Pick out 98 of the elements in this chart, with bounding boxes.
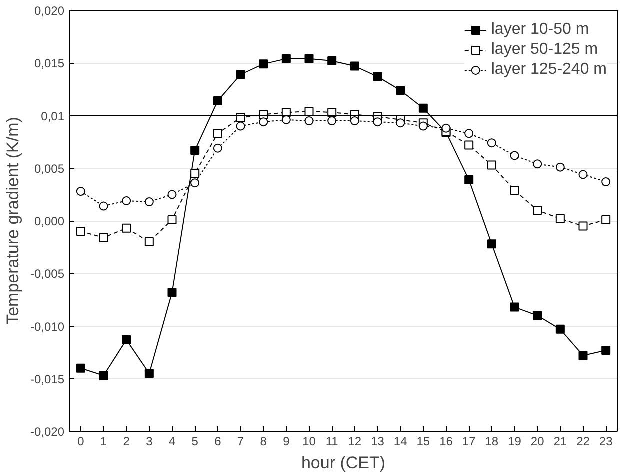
point xyxy=(190,178,200,188)
point xyxy=(556,162,565,172)
point xyxy=(487,160,496,170)
point xyxy=(99,371,108,380)
point xyxy=(144,198,154,207)
x-tick-label: 2 xyxy=(123,434,130,448)
point xyxy=(464,175,474,184)
y-tick-label: 0,005 xyxy=(34,162,65,176)
point xyxy=(510,302,520,312)
point xyxy=(259,118,268,127)
point xyxy=(304,116,314,126)
y-tick-label: 0,015 xyxy=(34,56,65,71)
y-axis-title: Temperature gradient (K/m) xyxy=(3,117,22,325)
point xyxy=(510,186,520,195)
x-tick-label: 11 xyxy=(326,434,339,448)
point xyxy=(464,129,474,138)
point xyxy=(464,140,474,150)
point xyxy=(328,116,337,126)
point xyxy=(213,144,222,153)
y-tick-label: 0,000 xyxy=(34,214,65,228)
legend-label: layer 50-125 m xyxy=(491,41,598,59)
point xyxy=(373,72,382,82)
point xyxy=(236,70,246,80)
point xyxy=(168,288,177,298)
x-tick-label: 15 xyxy=(416,434,430,448)
x-tick-label: 14 xyxy=(394,434,408,448)
point xyxy=(578,222,588,231)
x-tick-label: 6 xyxy=(214,434,222,448)
point xyxy=(76,187,86,196)
x-tick-label: 9 xyxy=(283,434,290,448)
point xyxy=(510,151,520,160)
point xyxy=(213,129,222,138)
legend-label: layer 10-50 m xyxy=(491,21,590,39)
point xyxy=(396,86,406,95)
x-tick-label: 10 xyxy=(302,434,316,448)
point xyxy=(144,238,154,247)
point xyxy=(578,170,588,180)
legend-label: layer 125-240 m xyxy=(491,61,607,79)
point xyxy=(213,96,222,106)
x-tick-label: 4 xyxy=(168,434,176,448)
point xyxy=(578,351,588,360)
y-tick-label: -0,010 xyxy=(30,320,65,334)
point xyxy=(418,104,428,113)
x-tick-label: 18 xyxy=(485,434,499,448)
point xyxy=(350,116,360,126)
point xyxy=(190,169,200,178)
point xyxy=(418,122,428,131)
point xyxy=(487,138,496,148)
y-tick-label: 0,01 xyxy=(41,109,65,124)
x-tick-label: 13 xyxy=(371,434,385,448)
point xyxy=(533,160,542,169)
point xyxy=(76,227,86,236)
point xyxy=(122,196,132,206)
point xyxy=(236,122,246,131)
x-tick-label: 3 xyxy=(146,434,154,448)
point xyxy=(350,62,360,71)
x-tick-label: 21 xyxy=(554,434,568,448)
point xyxy=(190,146,200,155)
x-tick-label: 19 xyxy=(508,434,522,448)
y-tick-label: -0,005 xyxy=(30,267,65,282)
point xyxy=(282,54,291,64)
point xyxy=(328,56,337,66)
point xyxy=(304,54,314,64)
point xyxy=(99,233,108,242)
point xyxy=(602,346,611,355)
point xyxy=(76,364,86,373)
x-tick-label: 1 xyxy=(100,434,108,448)
point xyxy=(122,224,132,233)
x-tick-label: 16 xyxy=(440,434,454,448)
point xyxy=(487,240,496,249)
point xyxy=(396,118,406,128)
point xyxy=(259,60,268,69)
point xyxy=(602,215,611,224)
point xyxy=(602,178,611,187)
x-tick-label: 22 xyxy=(576,434,590,448)
x-tick-label: 17 xyxy=(462,434,476,448)
x-tick-label: 12 xyxy=(348,434,362,448)
x-tick-label: 20 xyxy=(530,434,545,448)
y-tick-label: -0,015 xyxy=(30,372,65,386)
point xyxy=(533,206,542,215)
x-tick-label: 8 xyxy=(260,434,268,448)
x-axis-title: hour (CET) xyxy=(301,454,386,472)
x-tick-label: 5 xyxy=(192,434,199,448)
x-tick-label: 7 xyxy=(237,434,244,448)
point xyxy=(168,215,177,224)
point xyxy=(99,202,108,211)
y-tick-label: 0,020 xyxy=(34,4,65,18)
point xyxy=(373,118,382,127)
x-tick-label: 23 xyxy=(599,434,614,448)
point xyxy=(556,214,565,224)
point xyxy=(556,324,565,334)
point xyxy=(144,369,154,378)
point xyxy=(168,190,177,200)
point xyxy=(533,311,542,320)
x-tick-label: 0 xyxy=(78,434,85,448)
point xyxy=(122,335,132,344)
point xyxy=(442,124,451,133)
y-tick-label: -0,020 xyxy=(30,425,65,439)
